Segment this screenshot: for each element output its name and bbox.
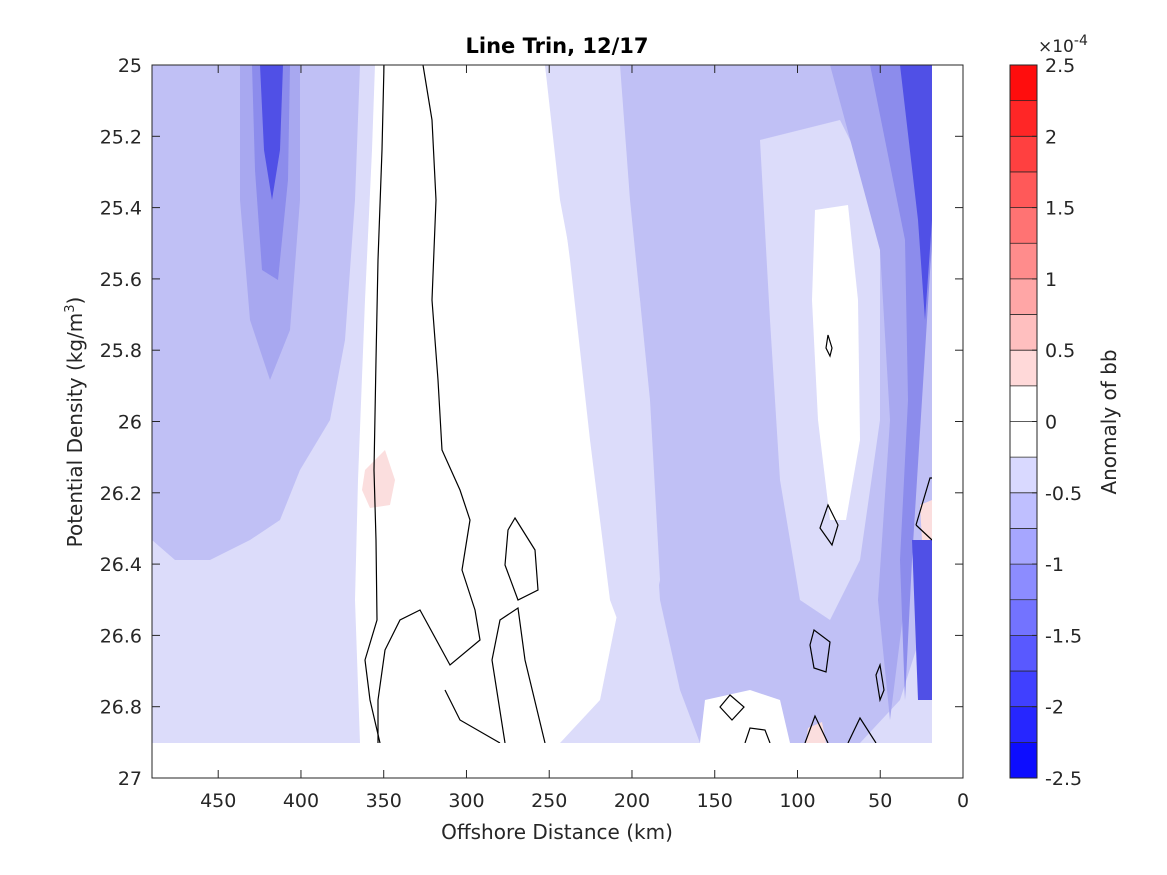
zero-contour-loop-3 [825,334,833,358]
y-tick-label: 25 [118,55,142,77]
colorbar-tick-label: -1 [1045,554,1064,576]
contour-region-right-edge-4 [912,540,932,700]
colorbar-band [1010,421,1037,458]
colorbar-band [1010,243,1037,280]
colorbar-band [1010,65,1037,102]
zero-contour-east-2 [444,689,501,743]
contour-region-center-light-2 [545,65,660,680]
colorbar-band [1010,171,1037,209]
colorbar-label: Anomaly of bb [1097,349,1121,494]
y-tick-label: 27 [118,768,142,790]
colorbar-band [1010,136,1037,173]
zero-contour-loop-5 [809,628,831,673]
x-tick-label: 100 [779,790,815,812]
y-tick-label: 26.4 [100,554,142,576]
zero-contour-loop-12 [915,524,932,541]
x-tick-label: 400 [283,790,319,812]
y-tick-label: 25.6 [100,269,142,291]
contour-region-red-patch-2 [920,500,932,540]
contour-region-deep-left-3 [260,65,283,200]
zero-contour-loop-8 [744,727,771,743]
zero-contour-west [364,65,385,743]
y-tick-label: 25.4 [100,198,142,220]
zero-contour-loop-11 [915,477,932,526]
colorbar-tick-label: -2.5 [1045,768,1082,790]
contour-region-center-white [355,65,620,743]
colorbar-tick-label: 0.5 [1045,340,1075,362]
colorbar-tick-label: 2.5 [1045,55,1075,77]
x-tick-label: 350 [366,790,402,812]
colorbar-band [1010,671,1037,708]
contour-region-right-edge-3 [900,65,932,320]
y-tick-label: 26.2 [100,483,142,505]
colorbar-band [1010,528,1037,565]
x-tick-label: 450 [200,790,236,812]
colorbar-band [1010,385,1037,422]
y-tick-label: 26.6 [100,625,142,647]
colorbar-band [1010,350,1037,387]
y-axis-label-main: Potential Density (kg/m [63,313,87,548]
x-tick-label: 250 [531,790,567,812]
colorbar-band [1010,599,1037,636]
x-tick-label: 300 [448,790,484,812]
colorbar-band [1010,492,1037,529]
colorbar-band [1010,564,1037,601]
colorbar-band [1010,100,1037,137]
colorbar-exponent-base: ×10 [1038,37,1074,57]
y-axis-ticks: 25 25.2 25.4 25.6 25.8 26 26.2 26.4 26.6 26.8 27 [100,55,963,790]
colorbar-band [1010,635,1037,672]
x-axis-ticks: 450 400 350 300 250 200 150 100 50 0 [200,65,969,812]
zero-contour-lines [364,65,932,743]
colorbar-band [1010,742,1037,779]
zero-contour-loop-4 [819,503,839,547]
colorbar-band [1010,706,1037,743]
colorbar: 2.5 2 1.5 1 0.5 0 -0.5 -1 -1.5 -2 -2.5 [1009,55,1082,790]
contour-region-left-light-patch [152,560,320,743]
colorbar-tick-label: -0.5 [1045,483,1082,505]
colorbar-exponent: ×10-4 [1038,33,1088,57]
zero-contour-east [377,65,481,743]
x-tick-label: 0 [957,790,969,812]
y-axis-label-close: ) [63,297,87,305]
colorbar-band [1010,314,1037,351]
x-tick-label: 50 [868,790,892,812]
zero-contour-loop-2 [491,606,546,743]
zero-contour-loop-10 [847,716,877,743]
y-axis-label-sup: 3 [63,304,78,312]
x-axis-label: Offshore Distance (km) [441,820,673,844]
y-axis-label: Potential Density (kg/m3) [63,297,87,548]
zero-contour-loop-7 [719,694,745,721]
colorbar-tick-label: 1.5 [1045,198,1075,220]
colorbar-tick-label: 2 [1045,126,1057,148]
contour-region-red-patch-1 [362,450,395,508]
colorbar-tick-label: 0 [1045,412,1057,434]
zero-contour-loop-1 [504,516,539,601]
colorbar-band [1010,457,1037,494]
y-tick-label: 25.8 [100,340,142,362]
chart-title: Line Trin, 12/17 [465,34,648,58]
colorbar-tick-label: -2 [1045,697,1064,719]
colorbar-band [1010,278,1037,316]
zero-contour-loop-6 [875,662,885,703]
contour-region-right-white-lens [812,205,860,520]
contour-region-right-edge-2 [870,65,932,700]
y-tick-label: 25.2 [100,126,142,148]
colorbar-band [1010,207,1037,244]
colorbar-tick-label: 1 [1045,269,1057,291]
zero-contour-loop-9 [804,714,829,743]
y-tick-label: 26.8 [100,697,142,719]
colorbar-tick-label: -1.5 [1045,625,1082,647]
colorbar-exponent-power: -4 [1074,33,1088,49]
x-tick-label: 200 [614,790,650,812]
x-tick-label: 150 [697,790,733,812]
y-tick-label: 26 [118,412,142,434]
contour-field [152,65,932,743]
